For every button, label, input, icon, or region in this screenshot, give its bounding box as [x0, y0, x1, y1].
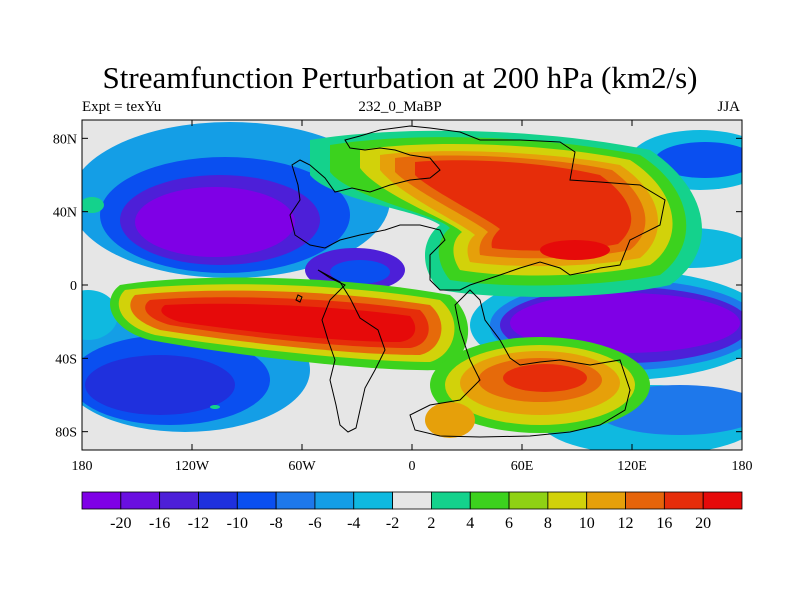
red-high-north-asia: [310, 130, 703, 297]
coastline: [289, 125, 666, 291]
colorbar-label: 2: [427, 515, 435, 532]
colorbar-label: -8: [269, 515, 282, 532]
colorbar-box: [120, 491, 161, 510]
colorbar-box: [663, 491, 704, 510]
colorbar-box: [236, 491, 277, 510]
case-label: 232_0_MaBP: [358, 99, 442, 115]
colorbar-box: [81, 491, 122, 510]
colorbar-box: [353, 491, 393, 510]
plot-title: Streamfunction Perturbation at 200 hPa (…: [102, 60, 698, 95]
lon-tick-label: 60W: [288, 459, 316, 474]
green-patch-west: [82, 197, 104, 213]
lon-tick-label: 120W: [175, 459, 210, 474]
lon-tick-label: 180: [732, 459, 753, 474]
lon-tick-label: 180: [72, 459, 93, 474]
lon-tick-label: 120E: [617, 459, 647, 474]
lat-tick-label: 80N: [53, 132, 77, 147]
south-america-outline: [317, 269, 386, 433]
colorbar-box: [431, 491, 471, 510]
colorbar-box: [508, 491, 549, 510]
red-high-south-atlantic: [110, 277, 469, 371]
contour-field: [82, 120, 742, 450]
season-label: JJA: [717, 99, 740, 115]
colorbar-box: [547, 491, 588, 510]
colorbar: -20 -16 -12 -10 -8 -6 -4 -2 2 4 6 8 10 12 16 20: [81, 491, 743, 532]
colorbar-label: -2: [386, 515, 399, 532]
colorbar-label: 10: [579, 515, 595, 532]
colorbar-box: [275, 491, 316, 510]
axes: 80N 40N 0 40S 80S 180 120W 60W 0 60E 120E 180: [53, 120, 753, 474]
colorbar-label: 8: [544, 515, 552, 532]
colorbar-box: [625, 491, 665, 510]
colorbar-label: -4: [347, 515, 360, 532]
colorbar-label: -16: [149, 515, 170, 532]
colorbar-box: [469, 491, 510, 510]
colorbar-box: [159, 491, 199, 510]
colorbar-label: 4: [466, 515, 474, 532]
colorbar-label: -6: [308, 515, 321, 532]
colorbar-label: 20: [695, 515, 711, 532]
green-spot: [210, 405, 220, 409]
colorbar-label: -12: [188, 515, 209, 532]
lat-tick-label: 80S: [55, 426, 77, 441]
island-outline: [295, 294, 303, 303]
colorbar-label: -10: [227, 515, 248, 532]
lon-tick-label: 0: [409, 459, 416, 474]
colorbar-box: [392, 491, 432, 510]
colorbar-label: 16: [656, 515, 672, 532]
colorbar-box: [314, 491, 355, 510]
colorbar-label: -20: [110, 515, 131, 532]
lon-tick-label: 60E: [511, 459, 534, 474]
experiment-label: Expt = texYu: [82, 99, 162, 115]
colorbar-box: [198, 491, 238, 510]
colorbar-label: 6: [505, 515, 513, 532]
lat-tick-label: 0: [70, 279, 77, 294]
colorbar-box: [586, 491, 626, 510]
lat-tick-label: 40S: [55, 352, 77, 367]
colorbar-label: 12: [618, 515, 634, 532]
africa-outline: [409, 289, 631, 438]
colorbar-box: [702, 491, 743, 510]
lat-tick-label: 40N: [53, 206, 77, 221]
